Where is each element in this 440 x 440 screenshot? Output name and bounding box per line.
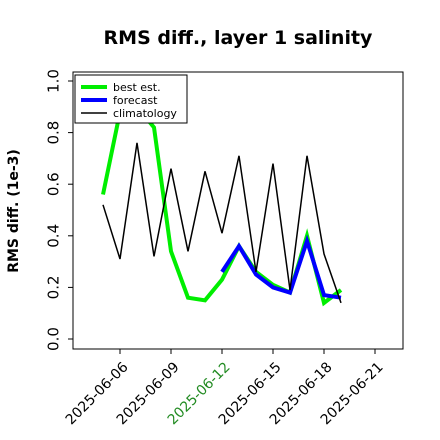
- series-line-climatology: [102, 142, 342, 304]
- legend-label: best est.: [113, 81, 161, 94]
- y-tick-label: 0.4: [45, 224, 63, 248]
- chart-title: RMS diff., layer 1 salinity: [104, 27, 374, 49]
- y-axis-label: RMS diff. (1e-3): [6, 149, 22, 273]
- axes-frame: [72, 71, 404, 350]
- series-line-best-est-: [101, 104, 343, 307]
- y-tick-label: 1.0: [45, 69, 63, 93]
- series-line-forecast: [220, 234, 342, 300]
- plot-area: 0.00.20.40.60.81.02025-06-062025-06-0920…: [45, 69, 404, 428]
- y-tick-label: 0.2: [45, 275, 63, 299]
- y-tick-label: 0.0: [45, 327, 63, 351]
- y-tick-label: 0.6: [45, 172, 63, 196]
- y-tick-label: 0.8: [45, 121, 63, 145]
- legend-label: climatology: [113, 107, 177, 120]
- legend-label: forecast: [113, 94, 158, 107]
